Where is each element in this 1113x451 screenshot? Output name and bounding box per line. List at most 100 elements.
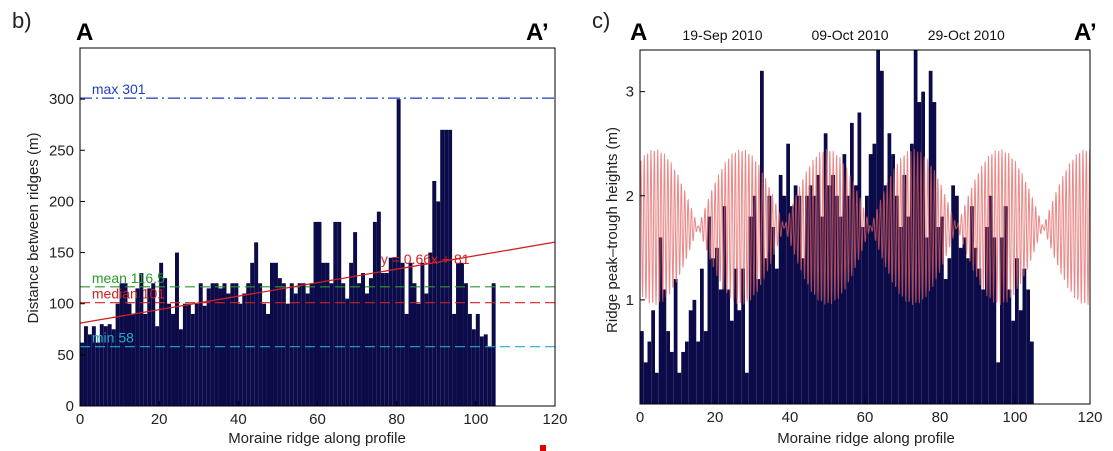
c-bar [1022, 268, 1027, 404]
b-bar [91, 326, 96, 406]
c-x-tick-label: 80 [932, 409, 949, 426]
c-bar [846, 195, 850, 404]
c-bar [688, 310, 693, 404]
c-bar [940, 216, 944, 404]
c-bar [1011, 320, 1015, 404]
b-bar [361, 273, 365, 406]
c-bar [865, 195, 869, 404]
b-bar [483, 334, 488, 406]
b-bar [159, 262, 164, 406]
c-bar [827, 185, 832, 404]
c-bar [932, 102, 937, 404]
b-bar [424, 293, 429, 406]
chart-c: c) A A’ 0 20 40 60 80 100 120 1 2 3 19-Sep 2010 09-… [592, 8, 1103, 447]
panel-c-label-left: A [630, 19, 647, 46]
c-bar [831, 174, 835, 404]
b-bar [353, 232, 358, 406]
b-bar [345, 298, 350, 406]
b-bar [143, 313, 148, 406]
c-bar [658, 237, 663, 404]
b-bar [349, 262, 354, 406]
b-bar [182, 303, 187, 406]
b-bar [388, 257, 393, 406]
b-bar [297, 283, 302, 406]
b-bar [273, 262, 278, 406]
c-bar [793, 185, 798, 404]
b-min-label: min 58 [92, 330, 134, 346]
c-bar [655, 372, 659, 404]
b-bar [194, 303, 199, 406]
c-bar [715, 247, 719, 404]
c-bar [868, 154, 873, 404]
c-bar [741, 268, 745, 404]
c-bar [962, 237, 967, 404]
b-bar [309, 283, 314, 406]
b-y-tick-label: 300 [49, 91, 74, 108]
panel-c-tag: c) [592, 8, 610, 33]
b-x-tick-label: 40 [230, 411, 247, 428]
c-bar [958, 247, 963, 404]
b-bar [456, 262, 460, 406]
c-bar [808, 185, 813, 404]
b-bar [151, 283, 156, 406]
c-bar [951, 185, 955, 404]
b-bar [111, 329, 116, 406]
c-bar [763, 258, 768, 404]
b-bar [479, 336, 484, 406]
b-x-tick-label: 100 [463, 411, 488, 428]
c-bar [771, 227, 775, 404]
c-bar [1030, 341, 1034, 404]
c-date-label: 29-Oct 2010 [928, 27, 1005, 43]
b-x-tick-label: 120 [542, 411, 567, 428]
c-bar [790, 206, 794, 404]
b-bar [87, 334, 92, 406]
b-bar [396, 99, 401, 407]
b-bar [246, 283, 251, 406]
c-y-axis-label: Ridge peak–trough heights (m) [604, 127, 621, 333]
c-bar [838, 216, 843, 404]
b-bar [384, 273, 389, 406]
b-bar [329, 283, 334, 406]
b-bar [428, 252, 433, 406]
b-bar [293, 293, 298, 406]
c-bar [662, 289, 667, 404]
b-bar [95, 342, 100, 406]
b-bar [230, 283, 235, 406]
c-bar [782, 195, 787, 404]
b-bar [337, 221, 342, 406]
b-bar [131, 313, 136, 406]
c-bar [778, 174, 783, 404]
b-bar [400, 262, 405, 406]
c-bar [985, 227, 989, 404]
c-bar [805, 195, 809, 404]
b-y-tick-label: 50 [57, 347, 74, 364]
b-bar [412, 283, 417, 406]
c-bar [1026, 289, 1030, 404]
c-bar [1000, 237, 1004, 404]
c-bar [955, 195, 959, 404]
b-bar [471, 329, 476, 406]
c-bar [733, 268, 738, 404]
c-x-tick-label: 100 [1002, 409, 1027, 426]
b-bar [432, 180, 437, 406]
c-bar [820, 216, 824, 404]
c-bar [707, 216, 712, 404]
c-bar [692, 299, 697, 404]
c-x-tick-label: 20 [707, 409, 724, 426]
c-x-tick-label: 40 [782, 409, 799, 426]
b-bar [420, 262, 425, 406]
b-bar [392, 257, 397, 406]
c-bar [651, 310, 655, 404]
b-bar [99, 324, 104, 406]
b-bar [250, 262, 255, 406]
b-y-tick-label: 150 [49, 245, 74, 262]
b-bar [365, 293, 369, 406]
c-tide-signal [639, 149, 1091, 305]
c-bar [670, 351, 674, 404]
b-bar [80, 342, 84, 406]
c-bar [872, 143, 877, 405]
b-x-tick-label: 0 [76, 411, 84, 428]
c-y-tick-label: 1 [626, 292, 634, 309]
c-bar [1007, 289, 1012, 404]
c-bar [737, 310, 742, 404]
